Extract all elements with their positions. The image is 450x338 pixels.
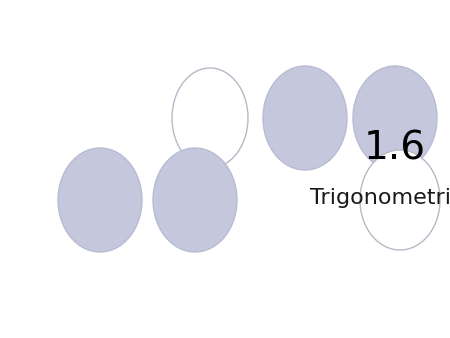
Ellipse shape bbox=[360, 150, 440, 250]
Ellipse shape bbox=[58, 148, 142, 252]
Ellipse shape bbox=[172, 68, 248, 168]
Text: 1.6: 1.6 bbox=[364, 129, 426, 167]
Ellipse shape bbox=[153, 148, 237, 252]
Ellipse shape bbox=[263, 66, 347, 170]
Text: Trigonometric Functions: Trigonometric Functions bbox=[310, 188, 450, 208]
Ellipse shape bbox=[353, 66, 437, 170]
